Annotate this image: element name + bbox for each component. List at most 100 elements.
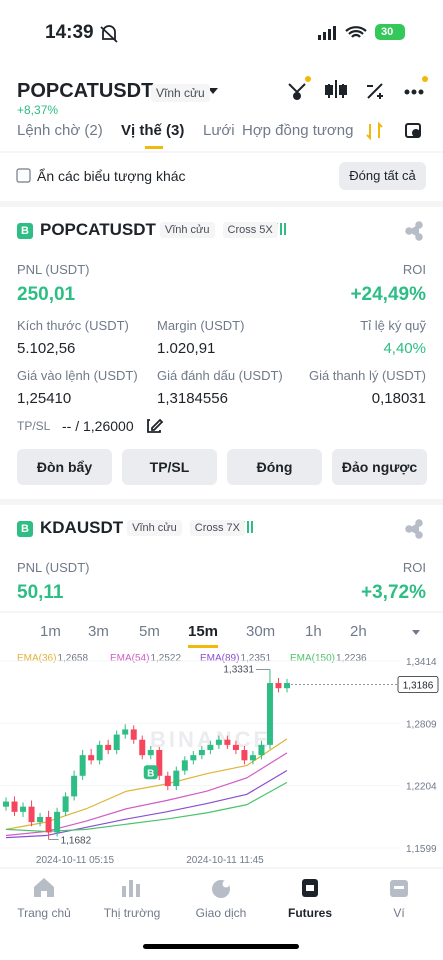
candle-body bbox=[105, 744, 112, 751]
candle-body bbox=[207, 744, 214, 751]
low-label: 1,1682 bbox=[61, 835, 92, 846]
ema-value: 1,2658 bbox=[57, 653, 89, 664]
ema-value: 1,2236 bbox=[336, 653, 367, 664]
candle-body bbox=[215, 739, 222, 745]
field-label: Giá đánh dấu (USDT) bbox=[157, 368, 283, 383]
buy-marker bbox=[143, 765, 158, 780]
position-type: Vĩnh cửu bbox=[159, 222, 215, 238]
ema-line bbox=[5, 752, 288, 837]
ema-line bbox=[5, 770, 288, 839]
position-type: Vĩnh cửu bbox=[127, 520, 182, 536]
status-time: 14:39 bbox=[45, 22, 94, 43]
y-tick-label: 1,1599 bbox=[406, 844, 437, 855]
candle-body bbox=[130, 729, 137, 740]
ema-line bbox=[5, 738, 288, 830]
pnl-value: 50,11 bbox=[17, 582, 64, 603]
candle-body bbox=[122, 729, 129, 735]
position-button[interactable]: Đóng bbox=[227, 449, 322, 485]
tab[interactable]: Vị thế (3) bbox=[121, 122, 185, 139]
field-label: Giá vào lệnh (USDT) bbox=[17, 368, 138, 383]
field-value: 1,25410 bbox=[17, 390, 72, 407]
last-price-label: 1,3186 bbox=[403, 680, 434, 691]
candle-body bbox=[54, 811, 61, 833]
nav-label[interactable]: Ví bbox=[393, 906, 405, 920]
interval[interactable]: 2h bbox=[350, 623, 367, 640]
candle-body bbox=[71, 775, 78, 797]
y-tick-label: 1,2809 bbox=[406, 719, 437, 730]
interval[interactable]: 30m bbox=[246, 623, 276, 640]
candle-body bbox=[284, 683, 290, 689]
y-tick-label: 1,2204 bbox=[406, 782, 437, 793]
close-all-button[interactable]: Đóng tất cả bbox=[339, 162, 426, 190]
separator bbox=[0, 201, 443, 207]
position-button[interactable]: TP/SL bbox=[122, 449, 217, 485]
interval[interactable]: 1m bbox=[40, 623, 61, 640]
ema-value: 1,2522 bbox=[150, 653, 182, 664]
ema-name: EMA(89) bbox=[200, 653, 240, 664]
tab[interactable]: Hợp đồng tương bbox=[242, 122, 354, 139]
position-symbol: KDAUSDT bbox=[40, 518, 124, 537]
ema-value: 1,2351 bbox=[240, 653, 272, 664]
field-value: 1.020,91 bbox=[157, 340, 216, 357]
roi-label: ROI bbox=[402, 560, 426, 575]
candle-body bbox=[232, 744, 239, 751]
nav-label[interactable]: Thị trường bbox=[103, 906, 161, 920]
battery-level: 30 bbox=[381, 26, 394, 38]
position-button[interactable]: Đảo ngược bbox=[332, 449, 427, 485]
interval[interactable]: 15m bbox=[188, 623, 219, 640]
ema-line bbox=[5, 781, 288, 833]
candle-body bbox=[181, 760, 188, 771]
bell-off-icon bbox=[100, 25, 118, 43]
interval[interactable]: 1h bbox=[305, 623, 322, 640]
edit-icon[interactable] bbox=[147, 418, 164, 433]
interval[interactable]: 5m bbox=[139, 623, 160, 640]
candle-body bbox=[3, 801, 9, 807]
buy-marker-label: B bbox=[147, 768, 154, 779]
candle-body bbox=[258, 744, 265, 756]
checkbox[interactable] bbox=[16, 168, 31, 183]
position-button[interactable]: Đòn bẩy bbox=[17, 449, 112, 485]
candle-body bbox=[96, 744, 103, 761]
tpsl-value: -- / 1,26000 bbox=[62, 418, 134, 434]
tab[interactable]: Lưới bbox=[203, 122, 235, 139]
price-chart: BINANCE1,34141,28091,22041,1599B1,33311,… bbox=[0, 657, 439, 865]
nav-label[interactable]: Giao dịch bbox=[195, 906, 247, 920]
candle-body bbox=[28, 806, 35, 823]
nav-label[interactable]: Futures bbox=[287, 906, 332, 920]
candle-body bbox=[241, 750, 248, 761]
field-label: Giá thanh lý (USDT) bbox=[308, 368, 426, 383]
candle-body bbox=[11, 801, 18, 812]
interval-dropdown[interactable] bbox=[412, 630, 420, 635]
candle-body bbox=[37, 816, 44, 823]
ema-name: EMA(36) bbox=[17, 653, 57, 664]
interval[interactable]: 3m bbox=[88, 623, 109, 640]
candle-body bbox=[198, 750, 205, 756]
pnl-label: PNL (USDT) bbox=[17, 560, 90, 575]
y-tick-label: 1,3414 bbox=[406, 657, 437, 668]
field-label: Margin (USDT) bbox=[157, 318, 245, 333]
roi-label: ROI bbox=[402, 262, 426, 277]
signal-icon bbox=[318, 26, 336, 40]
tab[interactable]: Lệnh chờ (2) bbox=[17, 122, 103, 139]
candle-body bbox=[79, 755, 86, 776]
last-price-box bbox=[397, 676, 439, 693]
field-value: 5.102,56 bbox=[17, 340, 76, 357]
field-value: 4,40% bbox=[383, 340, 426, 357]
candle-body bbox=[266, 683, 273, 745]
share-icon[interactable] bbox=[405, 221, 423, 539]
candle-body bbox=[147, 750, 154, 756]
pnl-value: 250,01 bbox=[17, 284, 76, 305]
candle-body bbox=[173, 770, 180, 787]
candle-body bbox=[20, 806, 27, 812]
x-tick-label: 2024-10-11 05:15 bbox=[36, 855, 115, 865]
field-label: Tỉ lệ ký quỹ bbox=[360, 318, 426, 333]
nav-label[interactable]: Trang chủ bbox=[17, 906, 71, 920]
side-badge: B bbox=[17, 223, 33, 239]
symbol: POPCATUSDT bbox=[17, 80, 154, 102]
filter-label[interactable]: Ẩn các biểu tượng khác bbox=[37, 168, 186, 184]
tab-icons bbox=[366, 121, 421, 141]
pnl-label: PNL (USDT) bbox=[17, 262, 90, 277]
candle-body bbox=[113, 734, 120, 751]
candle-body bbox=[139, 739, 146, 756]
candle-body bbox=[190, 755, 197, 761]
